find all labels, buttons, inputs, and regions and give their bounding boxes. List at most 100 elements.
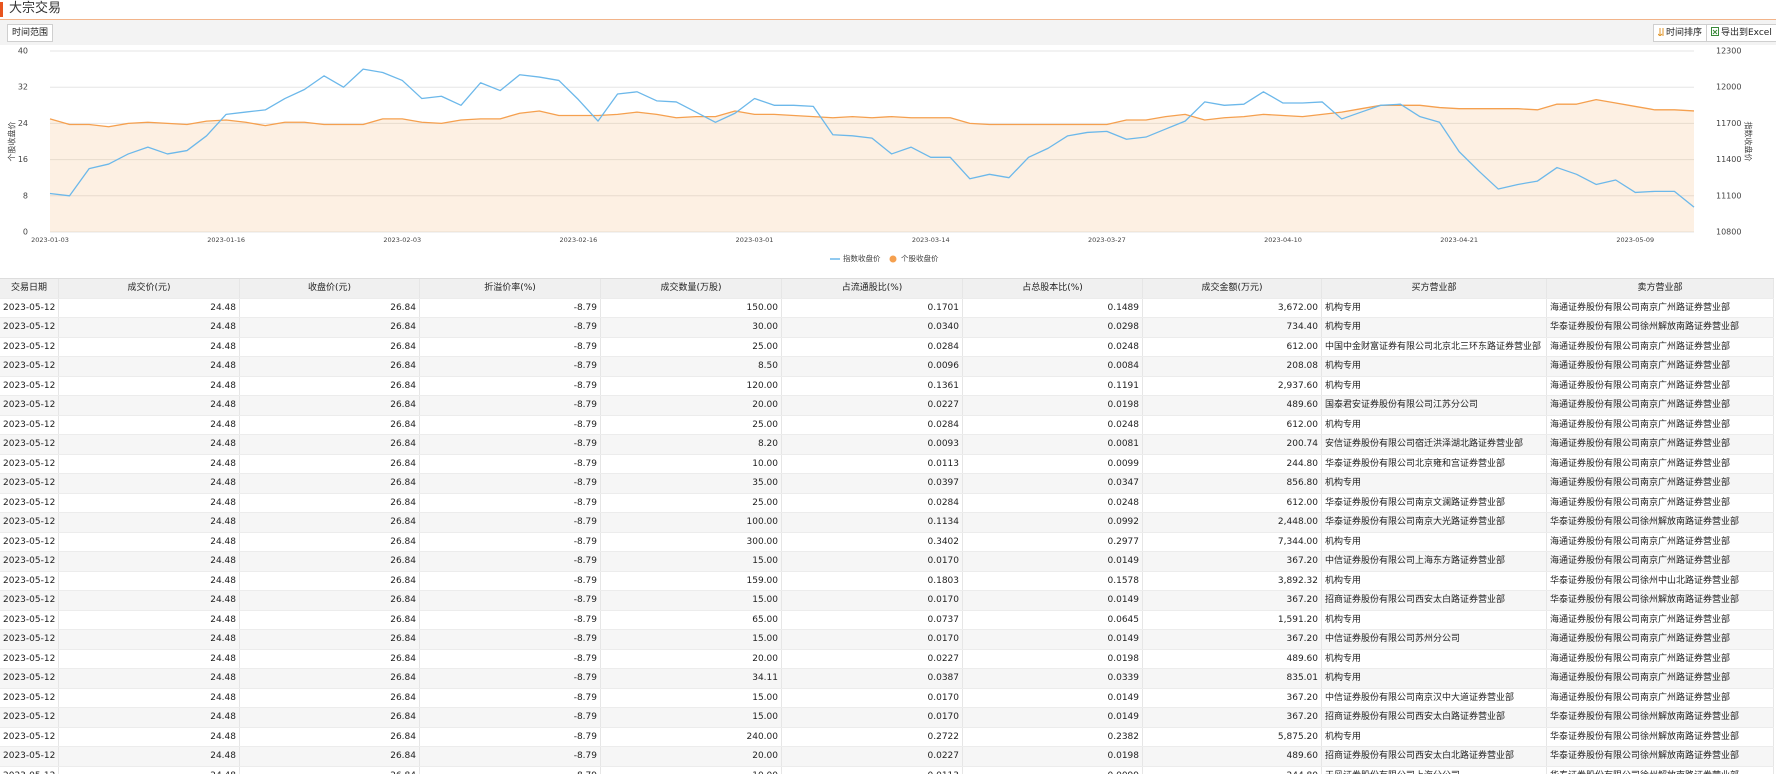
table-cell: 0.0099 [963,766,1143,774]
table-cell: 0.0170 [782,708,963,727]
table-cell: 300.00 [601,532,782,551]
x-tick-label: 2023-02-16 [560,236,598,244]
table-cell: 华泰证券股份有限公司徐州解放南路证券营业部 [1547,591,1774,610]
table-cell: 机构专用 [1322,727,1547,746]
table-cell: 0.0198 [963,396,1143,415]
table-cell: 0.1803 [782,571,963,590]
table-cell: 机构专用 [1322,610,1547,629]
sort-icon [1657,28,1664,37]
table-cell: -8.79 [420,747,601,766]
table-cell: 26.84 [240,474,420,493]
column-header: 卖方营业部 [1547,279,1774,298]
table-row: 2023-05-12 24.48 26.84 -8.79 150.00 0.1701 0.1… [0,298,1774,318]
table-cell: 0.0149 [963,688,1143,707]
table-cell: 海通证券股份有限公司南京广州路证券营业部 [1547,396,1774,415]
table-cell: 0.0339 [963,669,1143,688]
table-cell: 367.20 [1143,591,1322,610]
table-cell: -8.79 [420,513,601,532]
table-cell: 3,892.32 [1143,571,1322,590]
table-cell: 0.1361 [782,376,963,395]
table-cell: 0.2722 [782,727,963,746]
x-tick-label: 2023-05-09 [1616,236,1654,244]
table-cell: 2023-05-12 [0,552,59,571]
sort-button[interactable]: 时间排序 [1653,24,1708,42]
table-cell: 734.40 [1143,318,1322,337]
table-cell: 0.0170 [782,591,963,610]
table-cell: 26.84 [240,513,420,532]
table-row: 2023-05-12 24.48 26.84 -8.79 34.11 0.0387 0.03… [0,669,1774,689]
table-cell: 25.00 [601,493,782,512]
table-cell: 240.00 [601,727,782,746]
table-cell: 8.50 [601,357,782,376]
column-header: 成交金额(万元) [1143,279,1322,298]
table-cell: -8.79 [420,766,601,774]
table-cell: 0.1489 [963,298,1143,317]
header-accent [0,2,3,17]
table-cell: 机构专用 [1322,376,1547,395]
table-cell: 26.84 [240,727,420,746]
table-cell: 24.48 [59,532,240,551]
table-cell: 24.48 [59,493,240,512]
table-cell: -8.79 [420,649,601,668]
table-cell: 2023-05-12 [0,766,59,774]
table-cell: 2023-05-12 [0,513,59,532]
legend-symbol [889,255,897,263]
table-cell: 0.0149 [963,591,1143,610]
table-cell: 367.20 [1143,630,1322,649]
table-cell: 2023-05-12 [0,415,59,434]
table-cell: 2023-05-12 [0,298,59,317]
table-cell: 856.80 [1143,474,1322,493]
sort-label: 时间排序 [1666,28,1703,38]
table-cell: 5,875.20 [1143,727,1322,746]
x-tick-label: 2023-01-03 [31,236,69,244]
table-cell: 华泰证券股份有限公司北京雍和宫证券营业部 [1322,454,1547,473]
table-cell: 海通证券股份有限公司南京广州路证券营业部 [1547,552,1774,571]
table-cell: 2023-05-12 [0,376,59,395]
table-cell: 0.0284 [782,493,963,512]
table-cell: 208.08 [1143,357,1322,376]
y-tick-label: 8 [23,191,28,200]
table-cell: -8.79 [420,337,601,356]
line [49,98,1695,128]
range-button[interactable]: 时间范围 [7,24,54,42]
table-cell: 24.48 [59,610,240,629]
table-cell: -8.79 [420,532,601,551]
table-cell: 24.48 [59,474,240,493]
legend-label: 个股收盘价 [901,253,939,263]
table-cell: 华泰证券股份有限公司徐州解放南路证券营业部 [1547,708,1774,727]
table-cell: 26.84 [240,493,420,512]
y2-tick-label: 10800 [1716,228,1741,237]
y2-tick-label: 12300 [1716,47,1741,56]
table-cell: 机构专用 [1322,474,1547,493]
table-cell: 2023-05-12 [0,493,59,512]
table-cell: -8.79 [420,376,601,395]
table-cell: 244.80 [1143,454,1322,473]
table-cell: 26.84 [240,396,420,415]
table-cell: 华泰证券股份有限公司徐州解放南路证券营业部 [1547,727,1774,746]
y-tick-label: 40 [18,47,28,56]
table-row: 2023-05-12 24.48 26.84 -8.79 15.00 0.0170 0.01… [0,630,1774,650]
table-cell: 0.0397 [782,474,963,493]
table-cell: 24.48 [59,669,240,688]
table-cell: 海通证券股份有限公司南京广州路证券营业部 [1547,649,1774,668]
export-button[interactable]: 导出到Excel [1706,24,1776,42]
area [50,99,1694,232]
table-cell: 2023-05-12 [0,435,59,454]
table-cell: 机构专用 [1322,298,1547,317]
table-row: 2023-05-12 24.48 26.84 -8.79 20.00 0.0227 0.01… [0,747,1774,767]
legend-label: 指数收盘价 [843,253,881,263]
table-cell: 2023-05-12 [0,708,59,727]
table-cell: 2023-05-12 [0,396,59,415]
table-cell: 中信证券股份有限公司上海东方路证券营业部 [1322,552,1547,571]
table-cell: 2023-05-12 [0,454,59,473]
table-row: 2023-05-12 24.48 26.84 -8.79 20.00 0.0227 0.01… [0,396,1774,416]
table-row: 2023-05-12 24.48 26.84 -8.79 20.00 0.0227 0.01… [0,649,1774,669]
x-tick-label: 2023-03-01 [736,236,774,244]
table-cell: 2023-05-12 [0,630,59,649]
table-cell: 华泰证券股份有限公司徐州解放南路证券营业部 [1547,747,1774,766]
table-cell: 26.84 [240,318,420,337]
table-cell: 0.0149 [963,630,1143,649]
table-cell: 120.00 [601,376,782,395]
table-cell: 0.0149 [963,552,1143,571]
